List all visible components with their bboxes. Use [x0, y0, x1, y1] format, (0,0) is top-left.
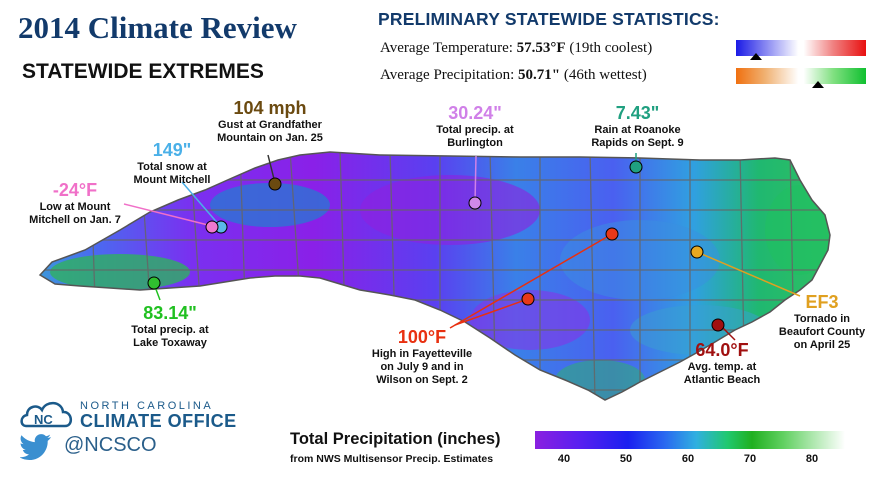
- avg-temp-stat: Average Temperature: 57.53°F (19th coole…: [380, 40, 652, 57]
- extreme-precip-burlington-line2: Burlington: [447, 137, 503, 149]
- extreme-avg-temp-value: 64.0°F: [695, 340, 749, 360]
- extreme-tornado: EF3 Tornado in Beaufort County on April …: [772, 292, 872, 352]
- extreme-snow-value: 149": [152, 140, 192, 160]
- legend-tick: 50: [619, 453, 633, 465]
- avg-precip-value: 50.71": [518, 67, 561, 83]
- extreme-rain-roanoke: 7.43" Rain at Roanoke Rapids on Sept. 9: [580, 103, 695, 150]
- precip-burlington-marker: [468, 196, 482, 210]
- extreme-precip-burlington-value: 30.24": [448, 103, 502, 123]
- temp-rank-marker: [750, 53, 762, 60]
- extreme-wind-value: 104 mph: [233, 98, 307, 118]
- low-marker: [205, 220, 219, 234]
- extreme-snow: 149" Total snow at Mount Mitchell: [122, 140, 222, 187]
- page-subtitle: STATEWIDE EXTREMES: [22, 60, 264, 83]
- legend-tick: 60: [681, 453, 695, 465]
- extreme-tornado-line3: on April 25: [793, 339, 851, 351]
- avg-temp-value: 57.53°F: [516, 40, 566, 56]
- extreme-rain-roanoke-line1: Rain at Roanoke: [594, 124, 681, 136]
- legend-subtitle: from NWS Multisensor Precip. Estimates: [290, 453, 494, 465]
- legend-tick: 70: [743, 453, 757, 465]
- extreme-precip-burlington: 30.24" Total precip. at Burlington: [420, 103, 530, 150]
- precip-toxaway-marker: [147, 276, 161, 290]
- legend-color-bar: [535, 431, 845, 449]
- extreme-snow-line1: Total snow at: [137, 161, 207, 173]
- avg-precip-rank: (46th wettest): [563, 67, 647, 83]
- extreme-high: 100°F High in Fayetteville on July 9 and…: [362, 327, 482, 387]
- avg-precip-label: Average Precipitation:: [380, 67, 515, 83]
- extreme-low-line2: Mitchell on Jan. 7: [29, 214, 121, 226]
- precip-rank-marker: [812, 81, 824, 88]
- extreme-precip-toxaway: 83.14" Total precip. at Lake Toxaway: [115, 303, 225, 350]
- extreme-precip-toxaway-line1: Total precip. at: [131, 324, 209, 336]
- rain-roanoke-marker: [629, 160, 643, 174]
- extreme-avg-temp-line2: Atlantic Beach: [683, 374, 761, 386]
- extreme-rain-roanoke-line2: Rapids on Sept. 9: [591, 137, 684, 149]
- legend-tick: 80: [805, 453, 819, 465]
- avg-temp-label: Average Temperature:: [380, 40, 513, 56]
- wind-marker: [268, 177, 282, 191]
- extreme-avg-temp: 64.0°F Avg. temp. at Atlantic Beach: [672, 340, 772, 387]
- avg-precip-stat: Average Precipitation: 50.71" (46th wett…: [380, 67, 647, 84]
- extreme-rain-roanoke-value: 7.43": [615, 103, 660, 123]
- legend-tick: 40: [557, 453, 571, 465]
- extreme-snow-line2: Mount Mitchell: [133, 174, 211, 186]
- extreme-high-value: 100°F: [397, 327, 447, 347]
- precip-rank-scale: [736, 68, 866, 84]
- extreme-tornado-line2: Beaufort County: [778, 326, 866, 338]
- nc-cloud-logo-icon: NC: [20, 401, 72, 428]
- extreme-low-value: -24°F: [52, 180, 98, 200]
- office-name-line1: NORTH CAROLINA: [80, 400, 214, 412]
- high-wilson-marker: [605, 227, 619, 241]
- extreme-low-line1: Low at Mount: [39, 201, 111, 213]
- avg-temp-rank: (19th coolest): [569, 40, 653, 56]
- page-title: 2014 Climate Review: [18, 10, 297, 45]
- twitter-bird-icon: [20, 434, 51, 460]
- stats-heading: PRELIMINARY STATEWIDE STATISTICS:: [378, 9, 720, 29]
- extreme-precip-toxaway-line2: Lake Toxaway: [133, 337, 207, 349]
- extreme-low: -24°F Low at Mount Mitchell on Jan. 7: [20, 180, 130, 227]
- extreme-precip-burlington-line1: Total precip. at: [436, 124, 514, 136]
- extreme-wind-line1: Gust at Grandfather: [218, 119, 322, 131]
- extreme-precip-toxaway-value: 83.14": [143, 303, 197, 323]
- extreme-tornado-value: EF3: [805, 292, 839, 312]
- avg-temp-marker: [711, 318, 725, 332]
- extreme-wind-line2: Mountain on Jan. 25: [217, 132, 323, 144]
- extreme-high-line2: on July 9 and in: [380, 361, 464, 373]
- temp-rank-scale: [736, 40, 866, 56]
- office-name-line2: CLIMATE OFFICE: [80, 411, 237, 431]
- extreme-wind: 104 mph Gust at Grandfather Mountain on …: [210, 98, 330, 145]
- svg-text:NC: NC: [34, 412, 53, 427]
- extreme-high-line3: Wilson on Sept. 2: [376, 374, 468, 386]
- tornado-marker: [690, 245, 704, 259]
- extreme-high-line1: High in Fayetteville: [371, 348, 473, 360]
- high-fayetteville-marker: [521, 292, 535, 306]
- legend-title: Total Precipitation (inches): [290, 430, 501, 448]
- twitter-handle: @NCSCO: [64, 434, 157, 456]
- extreme-tornado-line1: Tornado in: [793, 313, 850, 325]
- extreme-avg-temp-line1: Avg. temp. at: [687, 361, 757, 373]
